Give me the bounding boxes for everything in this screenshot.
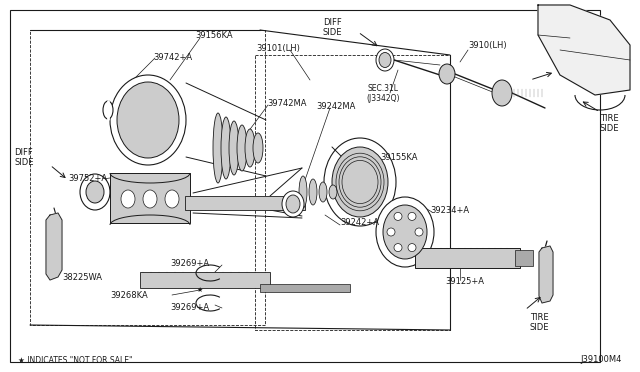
- Text: SIDE: SIDE: [530, 324, 550, 333]
- Text: 39269+A: 39269+A: [170, 259, 209, 267]
- Text: 39125+A: 39125+A: [445, 278, 484, 286]
- Bar: [260, 284, 350, 292]
- Ellipse shape: [213, 113, 223, 183]
- Bar: [140, 272, 270, 288]
- Bar: [110, 173, 190, 223]
- Ellipse shape: [143, 190, 157, 208]
- Ellipse shape: [286, 195, 300, 213]
- Ellipse shape: [319, 182, 327, 202]
- Text: DIFF: DIFF: [323, 17, 342, 26]
- Ellipse shape: [253, 133, 263, 163]
- Ellipse shape: [229, 121, 239, 175]
- Ellipse shape: [117, 82, 179, 158]
- Ellipse shape: [245, 129, 255, 167]
- Ellipse shape: [80, 174, 110, 210]
- Text: 39155KA: 39155KA: [380, 153, 417, 161]
- Circle shape: [387, 228, 395, 236]
- Ellipse shape: [103, 101, 113, 119]
- Text: SIDE: SIDE: [14, 157, 33, 167]
- Text: 3910(LH): 3910(LH): [468, 41, 507, 49]
- Polygon shape: [539, 246, 553, 303]
- Text: ★ INDICATES "NOT FOR SALE": ★ INDICATES "NOT FOR SALE": [18, 356, 132, 365]
- Circle shape: [394, 212, 402, 221]
- Ellipse shape: [376, 49, 394, 71]
- Text: 39242+A: 39242+A: [340, 218, 379, 227]
- Circle shape: [408, 212, 416, 221]
- Circle shape: [408, 244, 416, 251]
- Text: SIDE: SIDE: [600, 124, 620, 132]
- Ellipse shape: [221, 117, 231, 179]
- Circle shape: [415, 228, 423, 236]
- Bar: [255, 55, 450, 330]
- Text: 39269+A: 39269+A: [170, 304, 209, 312]
- Text: ★: ★: [197, 287, 204, 293]
- Ellipse shape: [379, 52, 391, 67]
- Ellipse shape: [329, 185, 337, 199]
- Text: (J3342Q): (J3342Q): [366, 93, 399, 103]
- Bar: [415, 248, 520, 268]
- Text: TIRE: TIRE: [600, 113, 619, 122]
- Text: 39156KA: 39156KA: [195, 31, 232, 39]
- Text: DIFF: DIFF: [14, 148, 33, 157]
- Ellipse shape: [165, 190, 179, 208]
- Bar: [185, 196, 305, 210]
- Text: J39100M4: J39100M4: [580, 356, 622, 365]
- Ellipse shape: [299, 176, 307, 208]
- Polygon shape: [538, 5, 630, 95]
- Ellipse shape: [383, 205, 427, 259]
- Ellipse shape: [110, 75, 186, 165]
- Ellipse shape: [324, 138, 396, 226]
- Ellipse shape: [237, 125, 247, 171]
- Ellipse shape: [86, 181, 104, 203]
- Text: SEC.31L: SEC.31L: [368, 83, 399, 93]
- Text: 39101(LH): 39101(LH): [256, 44, 300, 52]
- Ellipse shape: [282, 191, 304, 217]
- Text: TIRE: TIRE: [530, 314, 548, 323]
- Polygon shape: [46, 213, 62, 280]
- Text: 39742+A: 39742+A: [153, 52, 192, 61]
- Text: 39234+A: 39234+A: [430, 205, 469, 215]
- Text: 38225WA: 38225WA: [62, 273, 102, 282]
- Ellipse shape: [376, 197, 434, 267]
- Ellipse shape: [121, 190, 135, 208]
- Text: SIDE: SIDE: [323, 28, 342, 36]
- Text: 39742MA: 39742MA: [267, 99, 307, 108]
- Text: 39242MA: 39242MA: [316, 102, 355, 110]
- Ellipse shape: [439, 64, 455, 84]
- Circle shape: [394, 244, 402, 251]
- Text: 39268KA: 39268KA: [110, 291, 148, 299]
- Ellipse shape: [332, 147, 388, 217]
- Text: 39752+A: 39752+A: [68, 173, 107, 183]
- Bar: [515, 250, 533, 266]
- Ellipse shape: [492, 80, 512, 106]
- Bar: [30, 30, 265, 325]
- Ellipse shape: [309, 179, 317, 205]
